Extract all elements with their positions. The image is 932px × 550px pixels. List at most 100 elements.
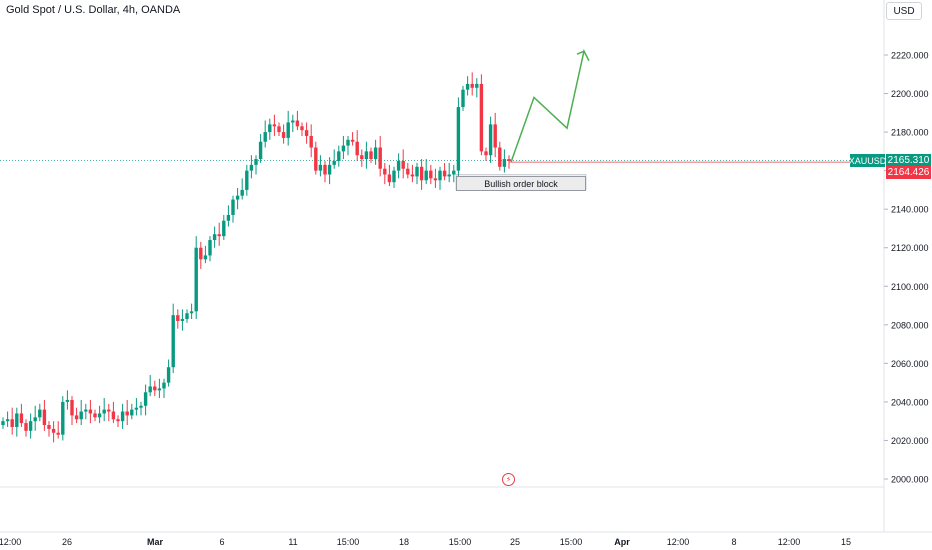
y-tick-label: 2140.000 bbox=[891, 205, 929, 215]
candle-body bbox=[258, 141, 263, 160]
candle-body bbox=[493, 124, 497, 148]
candle-body bbox=[217, 234, 221, 237]
candle-body bbox=[148, 386, 152, 393]
projection-arrowhead bbox=[576, 50, 585, 55]
candle-body bbox=[102, 409, 106, 414]
candle-body bbox=[465, 83, 470, 90]
candle-body bbox=[208, 240, 212, 256]
candle-body bbox=[61, 401, 65, 435]
candle-body bbox=[231, 199, 235, 215]
x-tick-label: Mar bbox=[147, 537, 164, 547]
candle-body bbox=[300, 126, 304, 131]
y-tick-label: 2120.000 bbox=[891, 243, 929, 253]
candle-body bbox=[456, 107, 461, 171]
candle-body bbox=[93, 413, 97, 418]
candle-body bbox=[341, 145, 346, 152]
candle-body bbox=[38, 409, 42, 418]
candle-body bbox=[70, 399, 74, 416]
candle-body bbox=[153, 386, 157, 391]
x-tick-label: 8 bbox=[731, 537, 736, 547]
candle-body bbox=[433, 178, 438, 181]
y-tick-label: 2020.000 bbox=[891, 436, 929, 446]
candle-body bbox=[438, 170, 442, 181]
current-price-tag: 2164.426 bbox=[886, 166, 931, 179]
candle-body bbox=[143, 392, 148, 406]
x-tick-label: 26 bbox=[62, 537, 72, 547]
candle-body bbox=[415, 166, 419, 177]
x-tick-label: 15:00 bbox=[337, 537, 360, 547]
candle-body bbox=[277, 126, 281, 133]
candle-body bbox=[130, 409, 134, 416]
y-tick-label: 2180.000 bbox=[891, 128, 929, 138]
currency-button[interactable]: USD bbox=[886, 2, 922, 20]
y-tick-label: 2040.000 bbox=[891, 397, 929, 407]
candle-body bbox=[139, 405, 143, 408]
candle-body bbox=[475, 83, 479, 88]
candle-body bbox=[498, 147, 502, 167]
candle-body bbox=[429, 170, 433, 179]
candle-body bbox=[452, 170, 456, 175]
candle-body bbox=[5, 419, 10, 422]
x-tick-label: 12:00 bbox=[0, 537, 21, 547]
candle-body bbox=[116, 419, 120, 422]
candle-body bbox=[212, 234, 217, 241]
candle-body bbox=[332, 161, 336, 165]
candle-body bbox=[33, 417, 37, 422]
candle-body bbox=[162, 382, 166, 389]
candle-body bbox=[120, 411, 125, 422]
candle-body bbox=[369, 151, 373, 160]
candle-body bbox=[461, 89, 465, 108]
x-tick-label: 6 bbox=[219, 537, 224, 547]
candle-body bbox=[350, 139, 355, 142]
candle-body bbox=[484, 151, 488, 156]
x-tick-label: Apr bbox=[614, 537, 630, 547]
candle-body bbox=[502, 159, 507, 167]
candle-body bbox=[268, 124, 272, 133]
candle-body bbox=[249, 164, 254, 171]
candle-body bbox=[180, 319, 185, 321]
candle-body bbox=[373, 147, 378, 160]
candle-body bbox=[194, 247, 198, 312]
candle-body bbox=[442, 170, 447, 177]
candle-body bbox=[65, 399, 70, 402]
candle-body bbox=[74, 415, 79, 420]
projection-path bbox=[510, 48, 590, 163]
candle-body bbox=[337, 151, 341, 161]
candle-body bbox=[479, 83, 484, 152]
candle-body bbox=[346, 139, 350, 146]
candle-body bbox=[406, 168, 410, 175]
candle-body bbox=[235, 195, 240, 200]
candle-body bbox=[226, 214, 231, 221]
last-price-tag: 2165.310 bbox=[886, 154, 931, 167]
candle-body bbox=[263, 132, 267, 142]
candle-body bbox=[199, 247, 203, 260]
chart-title: Gold Spot / U.S. Dollar, 4h, OANDA bbox=[6, 4, 181, 16]
candle-body bbox=[203, 255, 208, 260]
candle-body bbox=[383, 168, 387, 175]
candle-body bbox=[392, 170, 396, 183]
candle-body bbox=[304, 130, 309, 136]
x-tick-label: 18 bbox=[399, 537, 409, 547]
candle-body bbox=[355, 141, 359, 156]
candle-body bbox=[134, 407, 139, 410]
y-tick-label: 2080.000 bbox=[891, 320, 929, 330]
candle-body bbox=[189, 311, 194, 314]
x-tick-label: 11 bbox=[288, 537, 297, 547]
y-tick-label: 2220.000 bbox=[891, 51, 929, 61]
lightning-icon[interactable]: ⚡ bbox=[502, 473, 515, 486]
candle-body bbox=[88, 409, 93, 414]
candle-body bbox=[24, 423, 28, 431]
x-tick-label: 12:00 bbox=[778, 537, 801, 547]
candle-body bbox=[51, 428, 56, 433]
candle-body bbox=[410, 174, 415, 177]
candle-body bbox=[419, 166, 424, 181]
symbol-tag: XAUUSD bbox=[848, 154, 887, 167]
order-block-label[interactable]: Bullish order block bbox=[456, 176, 586, 191]
candle-body bbox=[272, 124, 277, 127]
candle-body bbox=[97, 413, 102, 418]
candle-body bbox=[470, 83, 474, 88]
x-tick-label: 15:00 bbox=[560, 537, 583, 547]
candle-body bbox=[157, 388, 162, 391]
